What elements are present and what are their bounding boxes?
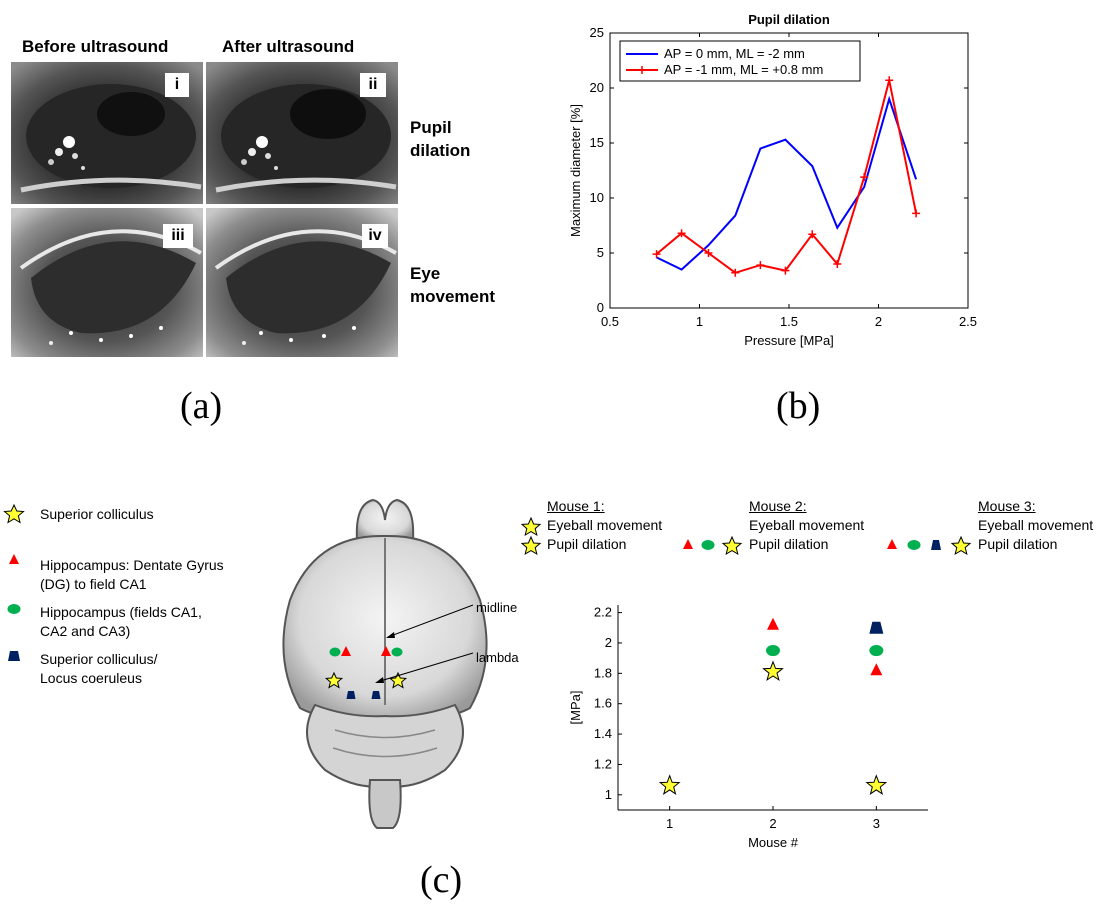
legend-triangle-icon [9, 554, 19, 564]
olfactory-bulbs [355, 498, 415, 541]
x-tick-label: 3 [873, 816, 880, 831]
chart-title: Pupil dilation [748, 12, 830, 27]
brain-label-midline: midline [476, 600, 518, 615]
y-tick-label: 1.8 [594, 665, 612, 680]
scatter-point-ellipse-3 [766, 645, 780, 657]
legend-star-icon [3, 503, 25, 524]
y-axis-label: Maximum diameter [%] [568, 104, 583, 237]
series-line-1 [656, 95, 918, 271]
pupil-dilation-chart: Pupil dilation 0.5 1 1.5 2 2.5 0 5 10 15 20 25 Press… [568, 12, 977, 348]
marker-legend-icons [3, 503, 25, 661]
y-tick-label: 1.2 [594, 756, 612, 771]
series-point-2 [833, 260, 842, 268]
series-point-2 [885, 76, 894, 85]
legend-item-superior-colliculus: Superior colliculus [40, 506, 154, 522]
x-tick-label: 2 [875, 314, 882, 329]
mouse-pressure-chart: 1 2 3 1 1.2 1.4 1.6 1.8 2 2.2 Mouse # [MPa] [568, 605, 928, 850]
brainstem [368, 779, 402, 829]
x-tick-label: 1 [696, 314, 703, 329]
row-label-eye-movement: Eye movement [410, 264, 496, 306]
series-point-2 [756, 261, 765, 270]
mouse-legend-markers [520, 516, 972, 556]
scatter-point-star-4 [762, 660, 784, 682]
mouse-3-legend: Mouse 3: Eyeball movement Pupil dilation [978, 498, 1094, 552]
legend-item-hippocampus-ca: Hippocampus (fields CA1, CA2 and CA3) [40, 604, 202, 639]
y-tick-label: 20 [590, 80, 604, 95]
series-point-2 [860, 173, 869, 182]
row-label-pupil: Pupil dilation [410, 118, 471, 160]
panel-label-a: (a) [180, 385, 223, 427]
scatter-point-ellipse-6 [869, 645, 884, 657]
scatter-point-star-8 [865, 774, 888, 795]
series-point-2 [704, 249, 713, 257]
brain-label-lambda: lambda [476, 650, 519, 665]
scatter-point-star-1 [658, 774, 681, 795]
y-tick-label: 0 [597, 300, 604, 315]
image-tag-iii: iii [163, 224, 193, 248]
eye-image-ii [206, 62, 398, 204]
y-tick-label: 25 [590, 25, 604, 40]
legend-marker-2 [638, 66, 646, 74]
mouse-2-legend: Mouse 2: Eyeball movement Pupil dilation [749, 498, 865, 552]
panel-label-c: (c) [420, 859, 463, 901]
mouse-1-legend: Mouse 1: Eyeball movement Pupil dilation [547, 498, 663, 552]
y-tick-label: 1.4 [594, 726, 612, 741]
legend-box [619, 40, 861, 82]
y-tick-label: 5 [597, 245, 604, 260]
y-tick-label: 1.6 [594, 696, 612, 711]
series-point-2 [808, 230, 817, 239]
image-tag-iv: iv [362, 224, 388, 248]
legend-entry-2: AP = -1 mm, ML = +0.8 mm [664, 62, 823, 77]
x-tick-label: 1.5 [780, 314, 798, 329]
col-header-after: After ultrasound [222, 37, 355, 56]
x-axis-label: Mouse # [748, 835, 799, 850]
cerebellum [306, 703, 464, 788]
x-axis-label: Pressure [MPa] [744, 333, 834, 348]
image-tag-i: i [165, 73, 189, 97]
scatter-point-triangle-7 [870, 663, 883, 676]
y-axis-label: [MPa] [568, 691, 583, 725]
series-point-2 [912, 209, 921, 218]
series-point-2 [652, 250, 661, 259]
x-tick-label: 2.5 [959, 314, 977, 329]
legend-item-hippocampus-dg: Hippocampus: Dentate Gyrus (DG) to field … [40, 557, 224, 592]
x-tick-label: 1 [666, 816, 673, 831]
series-point-2 [677, 229, 686, 238]
legend-entry-1: AP = 0 mm, ML = -2 mm [664, 46, 805, 61]
image-tag-ii: ii [360, 73, 386, 97]
scatter-point-triangle-2 [767, 617, 779, 630]
legend-ellipse-icon [7, 604, 21, 614]
y-tick-label: 15 [590, 135, 604, 150]
scatter-point-trapezoid-5 [869, 621, 884, 634]
y-tick-label: 10 [590, 190, 604, 205]
y-tick-label: 1 [605, 787, 612, 802]
x-tick-label: 0.5 [601, 314, 619, 329]
eye-image-grid [11, 62, 398, 357]
series-point-2 [731, 268, 740, 277]
panel-label-b: (b) [776, 385, 821, 427]
col-header-before: Before ultrasound [22, 37, 169, 56]
series-point-2 [781, 266, 790, 275]
brain-diagram [282, 498, 488, 829]
legend-trapezoid-icon [8, 651, 20, 661]
legend-item-locus-coeruleus: Superior colliculus/Locus coeruleus [40, 651, 158, 686]
x-tick-label: 2 [769, 816, 776, 831]
y-tick-label: 2 [605, 635, 612, 650]
y-tick-label: 2.2 [594, 605, 612, 620]
